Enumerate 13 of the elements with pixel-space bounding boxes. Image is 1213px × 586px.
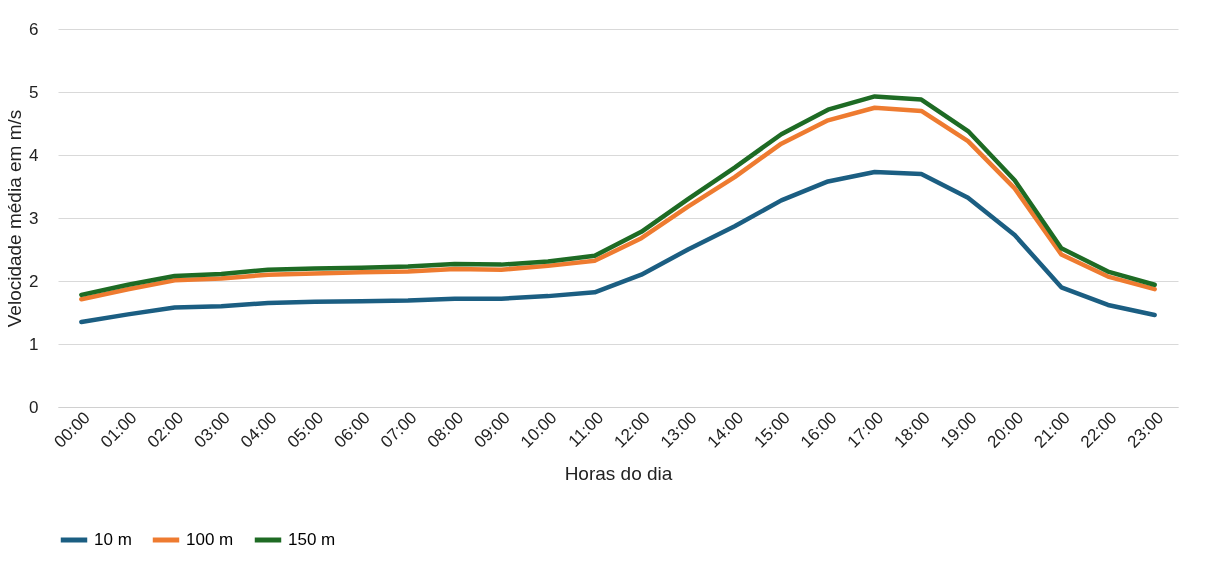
x-axis-title: Horas do dia	[564, 462, 673, 484]
line-series	[79, 169, 1157, 325]
y-tick-label: 5	[29, 82, 39, 102]
legend-label: 150 m	[288, 530, 336, 549]
y-tick-label: 2	[29, 271, 39, 291]
y-tick-label: 0	[29, 397, 39, 417]
y-tick-label: 3	[29, 208, 39, 228]
y-tick-label: 4	[29, 145, 39, 165]
y-axis-title: Velocidade média em m/s	[4, 109, 26, 328]
y-tick-label: 6	[29, 19, 39, 39]
legend-label: 100 m	[186, 530, 234, 549]
y-tick-label: 1	[29, 334, 39, 354]
legend-label: 10 m	[94, 530, 132, 549]
